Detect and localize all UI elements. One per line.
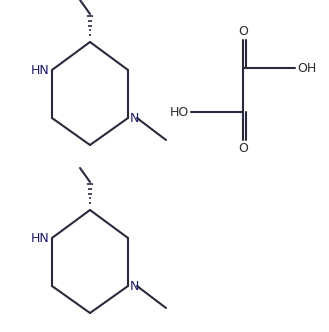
Text: O: O [238, 25, 248, 38]
Text: N: N [130, 280, 139, 292]
Text: OH: OH [297, 61, 316, 74]
Text: HN: HN [30, 231, 49, 244]
Text: O: O [238, 142, 248, 155]
Text: HO: HO [170, 106, 189, 119]
Text: HN: HN [30, 63, 49, 76]
Text: N: N [130, 112, 139, 124]
